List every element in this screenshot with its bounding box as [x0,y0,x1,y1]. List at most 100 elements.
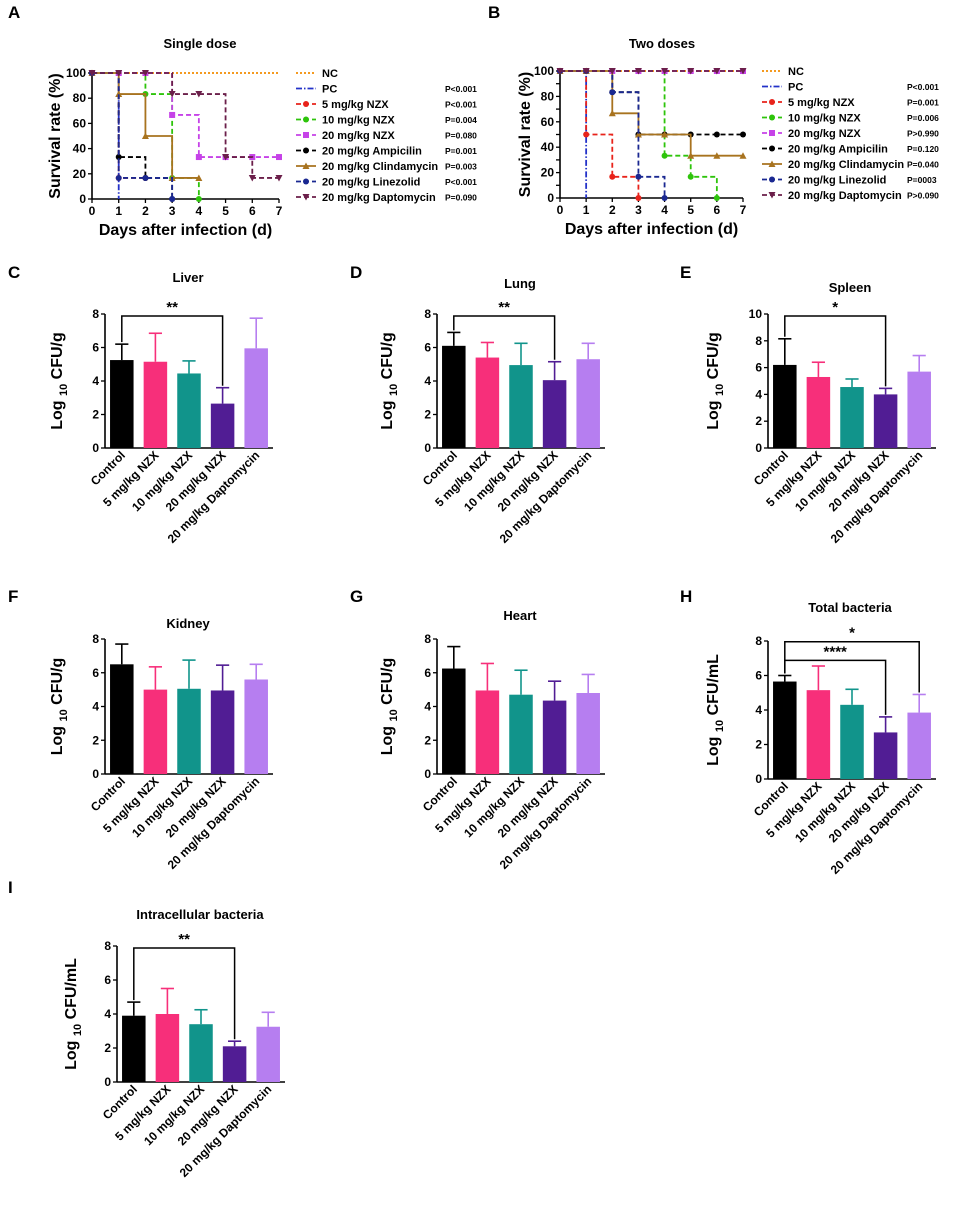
y-tick-label: 4 [92,700,99,714]
y-axis-label: Log 10 CFU/g [49,658,70,756]
legend-label: 5 mg/kg NZX [322,99,389,111]
legend-label: 20 mg/kg Clindamycin [788,159,904,171]
marker-20-mg-kg-daptomycin [634,68,642,75]
y-tick-label: 60 [73,116,87,130]
series-pc [560,70,588,198]
marker-20-mg-kg-linezolid [609,89,616,96]
y-tick-label: 0 [424,767,431,781]
marker-10-mg-kg-nzx [687,173,694,180]
series-20-mg-kg-daptomycin [556,68,747,75]
marker-20-mg-kg-linezolid [303,178,309,185]
marker-20-mg-kg-daptomycin [739,68,747,75]
legend-label: NC [788,66,804,78]
marker-20-mg-kg-clindamycin [687,152,695,159]
marker-5-mg-kg-nzx [769,99,775,105]
x-tick-label: 2 [142,204,149,218]
x-tick-label: 4 [196,204,203,218]
marker-20-mg-kg-linezolid [661,195,668,201]
y-tick-label: 4 [92,374,99,388]
x-tick-label: 3 [635,203,642,217]
marker-20-mg-kg-ampicilin [740,131,746,138]
x-tick-label: 6 [714,203,721,217]
y-axis-label: Log 10 CFU/g [705,332,726,430]
series-line-10-mg-kg-nzx [560,70,718,198]
series-line-20-mg-kg-nzx [92,72,279,158]
marker-20-mg-kg-clindamycin [739,152,747,159]
y-axis-label-unit: CFU/g [379,332,396,384]
series-line-pc [92,72,120,199]
significance-bracket [784,659,887,715]
marker-20-mg-kg-daptomycin [608,68,616,75]
legend-label: 20 mg/kg Daptomycin [788,190,902,202]
marker-20-mg-kg-ampicilin [115,154,122,161]
y-axis-label-main: Log [49,396,66,430]
bar-20-mg-kg-nzx [222,1046,247,1082]
x-tick-label: 0 [89,204,96,218]
marker-20-mg-kg-clindamycin [634,131,642,138]
bar-control [442,345,466,448]
panel-letter-f: F [8,587,18,606]
y-tick-label: 40 [73,142,87,156]
legend-entry-20-mg-kg-ampicilin: 20 mg/kg Ampicilin P=0.120 [762,144,939,156]
bar-20-mg-kg-nzx [542,380,567,448]
y-tick-label: 100 [66,66,86,80]
marker-20-mg-kg-linezolid [142,174,149,181]
p-value: P<0.001 [907,82,939,92]
y-axis-label-subscript: 10 [58,384,70,396]
marker-20-mg-kg-clindamycin [115,90,123,98]
bar-10-mg-kg-nzx [177,373,201,448]
marker-20-mg-kg-linezolid [115,174,122,181]
y-axis-label: Log 10 CFU/mL [705,654,726,766]
significance-label: **** [824,643,848,660]
x-tick-label: 4 [661,203,668,217]
legend-label: 20 mg/kg NZX [788,128,861,140]
marker-20-mg-kg-ampicilin [713,131,720,138]
bar-5-mg-kg-nzx [475,357,500,448]
significance-bracket [121,315,224,386]
bar-control [122,1015,146,1082]
significance-bracket [453,315,556,360]
y-tick-label: 8 [755,634,762,648]
bar-control [442,668,466,774]
marker-20-mg-kg-ampicilin [769,145,775,152]
marker-20-mg-kg-daptomycin [222,154,230,161]
series-line-20-mg-kg-clindamycin [92,72,199,179]
bar-10-mg-kg-nzx [840,387,864,448]
significance-bracket [133,947,236,1040]
chart-title: Spleen [829,280,872,295]
y-tick-label: 8 [755,334,762,348]
panel-letter-e: E [680,263,691,282]
marker-20-mg-kg-daptomycin [302,194,310,201]
marker-20-mg-kg-daptomycin [141,70,149,77]
y-tick-label: 60 [541,115,555,129]
y-axis-label-main: Log [63,1036,80,1070]
y-tick-label: 6 [104,973,111,987]
legend-entry-5-mg-kg-nzx: 5 mg/kg NZX P=0.001 [762,97,939,109]
panel-letter-b: B [488,3,500,22]
marker-20-mg-kg-linezolid [769,176,775,183]
y-tick-label: 4 [424,700,431,714]
legend-label: 5 mg/kg NZX [788,97,855,109]
marker-20-mg-kg-daptomycin [661,68,669,75]
significance-bracket [784,315,887,387]
p-value: P=0.080 [445,131,477,141]
bar-10-mg-kg-nzx [509,694,533,774]
y-axis-label-main: Log [705,732,722,766]
chart-title: Single dose [164,36,237,51]
legend-label: PC [788,82,803,94]
x-tick-label: 2 [609,203,616,217]
y-tick-label: 2 [424,408,431,422]
marker-20-mg-kg-linezolid [635,173,642,180]
bar-20-mg-kg-nzx [210,690,235,774]
bar-20-mg-kg-nzx [210,403,235,448]
marker-20-mg-kg-nzx [169,111,176,118]
bar-20-mg-kg-daptomycin [244,679,268,774]
y-axis-label: Log 10 CFU/g [379,658,400,756]
x-tick-label: 5 [687,203,694,217]
y-tick-label: 2 [755,414,762,428]
p-value: P<0.001 [445,177,477,187]
